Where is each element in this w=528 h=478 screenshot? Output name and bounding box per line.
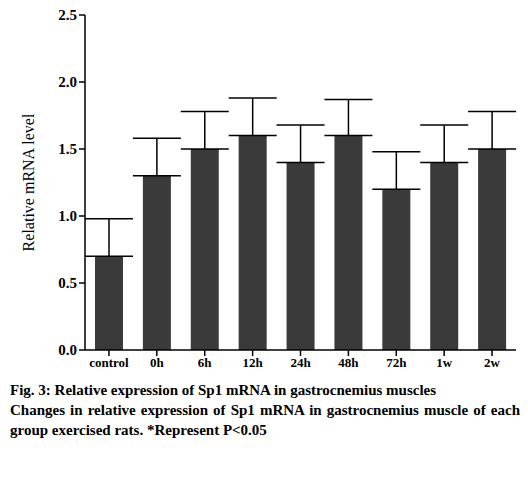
svg-text:0h: 0h bbox=[150, 355, 165, 370]
svg-text:1.5: 1.5 bbox=[58, 141, 77, 157]
svg-text:12h: 12h bbox=[242, 355, 263, 370]
svg-text:48h: 48h bbox=[338, 355, 359, 370]
svg-text:2w: 2w bbox=[484, 355, 501, 370]
svg-text:0.0: 0.0 bbox=[58, 342, 77, 358]
svg-text:2.0: 2.0 bbox=[58, 74, 77, 90]
svg-text:2.5: 2.5 bbox=[58, 7, 77, 23]
svg-text:1.0: 1.0 bbox=[58, 208, 77, 224]
svg-text:control: control bbox=[89, 355, 129, 370]
svg-text:24h: 24h bbox=[290, 355, 311, 370]
svg-text:0.5: 0.5 bbox=[58, 275, 77, 291]
svg-text:6h: 6h bbox=[198, 355, 213, 370]
html-text:Changes in relative expression: Changes in relative expression of Sp1 mR… bbox=[10, 402, 520, 438]
svg-text:Relative mRNA level: Relative mRNA level bbox=[20, 113, 37, 251]
html-text:Fig. 3: Relative expression of: Fig. 3: Relative expression of Sp1 mRNA … bbox=[10, 382, 437, 398]
svg-text:72h: 72h bbox=[386, 355, 407, 370]
svg-text:1w: 1w bbox=[436, 355, 453, 370]
